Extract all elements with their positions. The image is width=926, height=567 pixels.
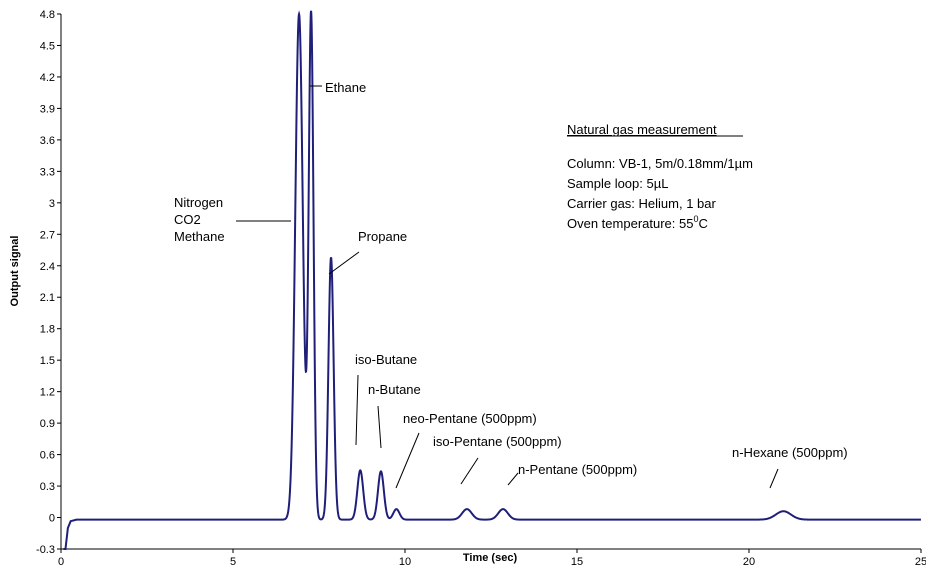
y-tick-label: 1.5	[40, 355, 55, 367]
peak-label-line: CO2	[174, 212, 201, 227]
info-box-title: Natural gas measurement	[567, 122, 717, 137]
y-tick-label: 0.6	[40, 450, 55, 462]
signal-trace	[63, 10, 921, 550]
x-tick-label: 20	[743, 556, 755, 567]
leader-line-neopentane	[395, 432, 420, 489]
y-axis-title: Output signal	[9, 236, 21, 307]
y-tick-label: 4.8	[40, 9, 55, 21]
y-tick-label: 3	[49, 198, 55, 210]
axes: -0.300.30.60.91.21.51.82.12.42.733.33.63…	[36, 9, 926, 567]
y-tick-label: -0.3	[36, 544, 55, 556]
leader-line-nbutane	[377, 405, 382, 449]
x-tick-label: 15	[571, 556, 583, 567]
leader-line-isopentane	[460, 457, 479, 485]
peak-label-line: Ethane	[325, 80, 366, 95]
info-box-sample-loop: Sample loop: 5µL	[567, 176, 668, 191]
peak-label-line: n-Hexane (500ppm)	[732, 445, 848, 460]
peak-label-line: Methane	[174, 229, 225, 244]
y-tick-label: 4.5	[40, 40, 55, 52]
x-tick-label: 10	[399, 556, 411, 567]
y-tick-label: 1.2	[40, 387, 55, 399]
y-tick-label: 3.3	[40, 166, 55, 178]
y-tick-label: 3.6	[40, 135, 55, 147]
leader-line-propane	[328, 251, 360, 275]
info-box-column: Column: VB-1, 5m/0.18mm/1µm	[567, 156, 753, 171]
y-tick-label: 0.3	[40, 481, 55, 493]
peak-label-line: Nitrogen	[174, 195, 223, 210]
y-tick-label: 2.7	[40, 229, 55, 241]
y-tick-label: 3.9	[40, 103, 55, 115]
peak-label-line: neo-Pentane (500ppm)	[403, 411, 537, 426]
leader-line-isobutane	[355, 374, 359, 446]
chromatogram-series	[63, 10, 921, 550]
peak-label-nitrogen: Nitrogen CO2 Methane	[174, 195, 225, 244]
peak-leader-lines	[236, 85, 779, 489]
peak-label-neopentane: neo-Pentane (500ppm)	[403, 411, 537, 426]
info-box-carrier-gas: Carrier gas: Helium, 1 bar	[567, 196, 716, 211]
y-tick-label: 4.2	[40, 72, 55, 84]
y-tick-label: 2.1	[40, 292, 55, 304]
oven-temp-degree: 0	[693, 214, 698, 224]
peak-label-line: Propane	[358, 229, 407, 244]
info-box: Natural gas measurement Column: VB-1, 5m…	[567, 122, 753, 231]
y-tick-label: 0	[49, 513, 55, 525]
peak-label-propane: Propane	[358, 229, 407, 244]
x-axis-title: Time (sec)	[463, 552, 518, 564]
peak-label-line: n-Butane	[368, 382, 421, 397]
peak-label-line: iso-Pentane (500ppm)	[433, 434, 562, 449]
x-tick-label: 25	[915, 556, 926, 567]
leader-line-nhexane	[769, 468, 779, 489]
y-tick-label: 1.8	[40, 324, 55, 336]
y-tick-label: 0.9	[40, 418, 55, 430]
oven-temp-unit: C	[698, 216, 707, 231]
peak-label-ethane: Ethane	[325, 80, 366, 95]
peak-annotations: Nitrogen CO2 Methane Ethane Propane iso-Butan…	[174, 80, 848, 477]
peak-label-line: n-Pentane (500ppm)	[518, 462, 637, 477]
info-box-oven-temperature: Oven temperature: 550C	[567, 214, 708, 231]
oven-temp-prefix: Oven temperature: 55	[567, 216, 693, 231]
peak-label-isobutane: iso-Butane	[355, 352, 417, 367]
x-tick-label: 5	[230, 556, 236, 567]
peak-label-nhexane: n-Hexane (500ppm)	[732, 445, 848, 460]
x-tick-label: 0	[58, 556, 64, 567]
peak-label-line: iso-Butane	[355, 352, 417, 367]
y-tick-label: 2.4	[40, 261, 55, 273]
peak-label-npentane: n-Pentane (500ppm)	[518, 462, 637, 477]
leader-line-npentane	[507, 472, 519, 486]
peak-label-nbutane: n-Butane	[368, 382, 421, 397]
peak-label-isopentane: iso-Pentane (500ppm)	[433, 434, 562, 449]
